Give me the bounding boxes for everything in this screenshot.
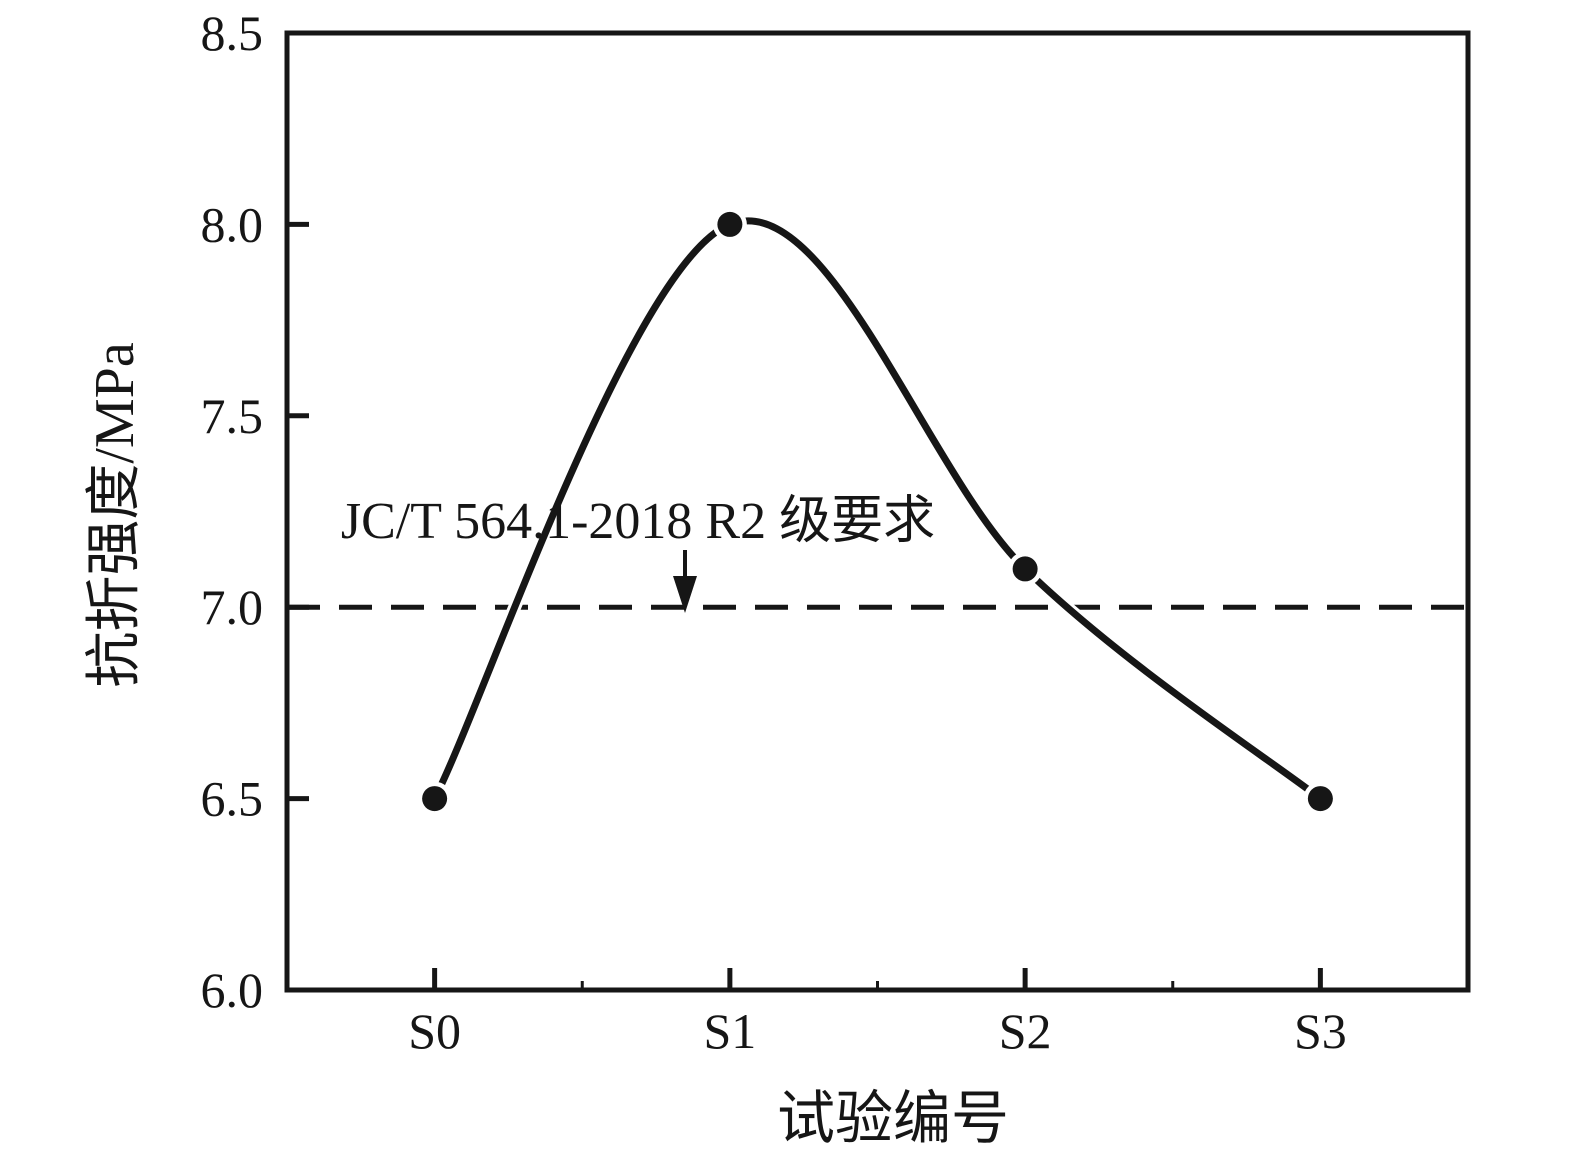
y-tick-label: 6.0 (201, 962, 264, 1018)
data-point-marker-s1 (717, 211, 743, 237)
y-tick-label: 6.5 (201, 771, 264, 827)
x-tick-label: S3 (1294, 1003, 1347, 1059)
y-tick-label: 8.5 (201, 5, 264, 61)
x-tick-label: S0 (408, 1003, 461, 1059)
y-tick-label: 7.5 (201, 388, 264, 444)
annotation-label: JC/T 564.1-2018 R2 级要求 (341, 493, 935, 550)
x-tick-label: S2 (999, 1003, 1052, 1059)
data-curve (431, 217, 1324, 803)
y-axis-title: 抗折强度/MPa (84, 342, 146, 687)
data-point-marker-s0 (422, 786, 448, 812)
annotation-arrow-head-icon (673, 576, 697, 613)
data-point-marker-s3 (1307, 786, 1333, 812)
y-tick-label: 7.0 (201, 579, 264, 635)
y-tick-label: 8.0 (201, 196, 264, 252)
x-axis-title: 试验编号 (777, 1086, 1009, 1151)
data-point-marker-s2 (1012, 556, 1038, 582)
x-tick-label: S1 (703, 1003, 756, 1059)
